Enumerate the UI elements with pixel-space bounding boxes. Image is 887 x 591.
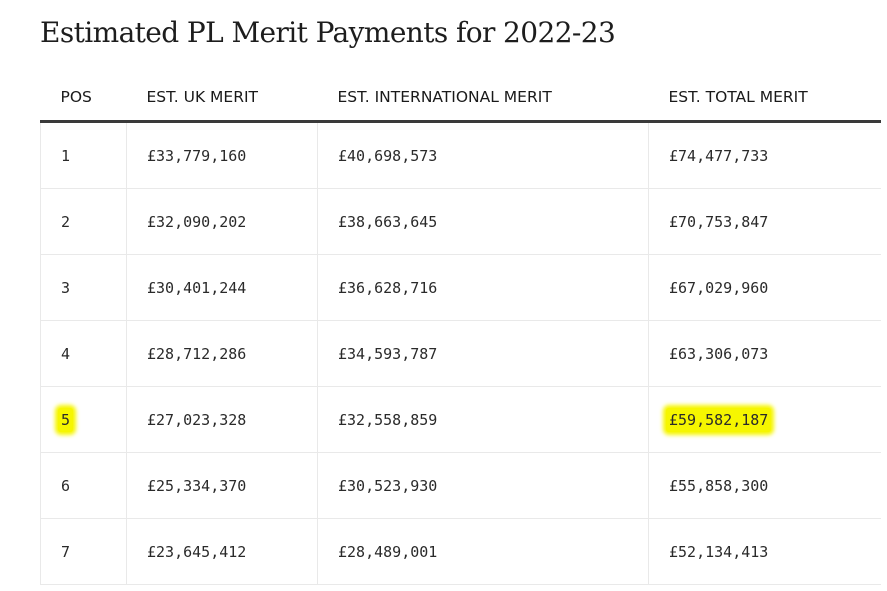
cell-total-merit: £52,134,413: [648, 518, 881, 585]
cell-total-merit: £59,582,187: [648, 386, 881, 453]
pos-value: 4: [61, 344, 71, 363]
cell-uk-merit: £23,645,412: [126, 518, 318, 585]
cell-total-merit: £55,858,300: [648, 452, 881, 519]
uk-merit-value: £28,712,286: [147, 344, 247, 363]
uk-merit-value: £30,401,244: [147, 278, 247, 297]
total-merit-value: £67,029,960: [669, 278, 769, 297]
pos-value: 7: [61, 542, 71, 561]
table-row: 3 £30,401,244 £36,628,716 £67,029,960: [40, 254, 881, 321]
international-merit-value: £38,663,645: [338, 212, 438, 231]
cell-total-merit: £67,029,960: [648, 254, 881, 321]
cell-uk-merit: £30,401,244: [126, 254, 318, 321]
cell-total-merit: £70,753,847: [648, 188, 881, 255]
merit-payments-table: POS EST. UK MERIT EST. INTERNATIONAL MER…: [40, 74, 881, 585]
international-merit-value: £32,558,859: [338, 410, 438, 429]
cell-international-merit: £40,698,573: [317, 121, 649, 189]
merit-table-container: POS EST. UK MERIT EST. INTERNATIONAL MER…: [40, 74, 881, 585]
cell-pos: 2: [40, 188, 127, 255]
total-merit-value: £55,858,300: [669, 476, 769, 495]
table-row: 1 £33,779,160 £40,698,573 £74,477,733: [40, 121, 881, 189]
uk-merit-value: £33,779,160: [147, 146, 247, 165]
table-row: 2 £32,090,202 £38,663,645 £70,753,847: [40, 188, 881, 255]
total-merit-value: £52,134,413: [669, 542, 769, 561]
cell-pos: 6: [40, 452, 127, 519]
header-pos: POS: [40, 74, 127, 123]
page-title: Estimated PL Merit Payments for 2022-23: [40, 16, 616, 49]
uk-merit-value: £25,334,370: [147, 476, 247, 495]
pos-value: 2: [61, 212, 71, 231]
cell-uk-merit: £32,090,202: [126, 188, 318, 255]
uk-merit-value: £32,090,202: [147, 212, 247, 231]
cell-uk-merit: £33,779,160: [126, 121, 318, 189]
cell-uk-merit: £25,334,370: [126, 452, 318, 519]
total-merit-value: £70,753,847: [669, 212, 769, 231]
cell-international-merit: £30,523,930: [317, 452, 649, 519]
international-merit-value: £40,698,573: [338, 146, 438, 165]
table-row-highlighted: 5 £27,023,328 £32,558,859 £59,582,187: [40, 386, 881, 453]
cell-pos: 1: [40, 121, 127, 189]
international-merit-value: £30,523,930: [338, 476, 438, 495]
table-header: POS EST. UK MERIT EST. INTERNATIONAL MER…: [40, 74, 881, 123]
cell-international-merit: £36,628,716: [317, 254, 649, 321]
header-uk-merit: EST. UK MERIT: [126, 74, 318, 123]
header-international-merit: EST. INTERNATIONAL MERIT: [317, 74, 649, 123]
table-row: 7 £23,645,412 £28,489,001 £52,134,413: [40, 518, 881, 585]
international-merit-value: £28,489,001: [338, 542, 438, 561]
international-merit-value: £34,593,787: [338, 344, 438, 363]
international-merit-value: £36,628,716: [338, 278, 438, 297]
cell-pos: 5: [40, 386, 127, 453]
pos-value-highlight: 5: [58, 407, 74, 432]
table-body: 1 £33,779,160 £40,698,573 £74,477,733 2 …: [40, 121, 881, 585]
pos-value: 1: [61, 146, 71, 165]
total-merit-value: £74,477,733: [669, 146, 769, 165]
cell-total-merit: £63,306,073: [648, 320, 881, 387]
pos-value: 6: [61, 476, 71, 495]
cell-pos: 4: [40, 320, 127, 387]
uk-merit-value: £23,645,412: [147, 542, 247, 561]
cell-international-merit: £34,593,787: [317, 320, 649, 387]
pos-value: 3: [61, 278, 71, 297]
uk-merit-value: £27,023,328: [147, 410, 247, 429]
table-row: 4 £28,712,286 £34,593,787 £63,306,073: [40, 320, 881, 387]
total-merit-value-highlight: £59,582,187: [666, 407, 772, 432]
header-total-merit: EST. TOTAL MERIT: [648, 74, 881, 123]
cell-uk-merit: £28,712,286: [126, 320, 318, 387]
total-merit-value: £63,306,073: [669, 344, 769, 363]
cell-international-merit: £28,489,001: [317, 518, 649, 585]
cell-pos: 7: [40, 518, 127, 585]
cell-total-merit: £74,477,733: [648, 121, 881, 189]
table-row: 6 £25,334,370 £30,523,930 £55,858,300: [40, 452, 881, 519]
cell-international-merit: £32,558,859: [317, 386, 649, 453]
header-row: POS EST. UK MERIT EST. INTERNATIONAL MER…: [40, 74, 881, 123]
cell-international-merit: £38,663,645: [317, 188, 649, 255]
cell-uk-merit: £27,023,328: [126, 386, 318, 453]
cell-pos: 3: [40, 254, 127, 321]
